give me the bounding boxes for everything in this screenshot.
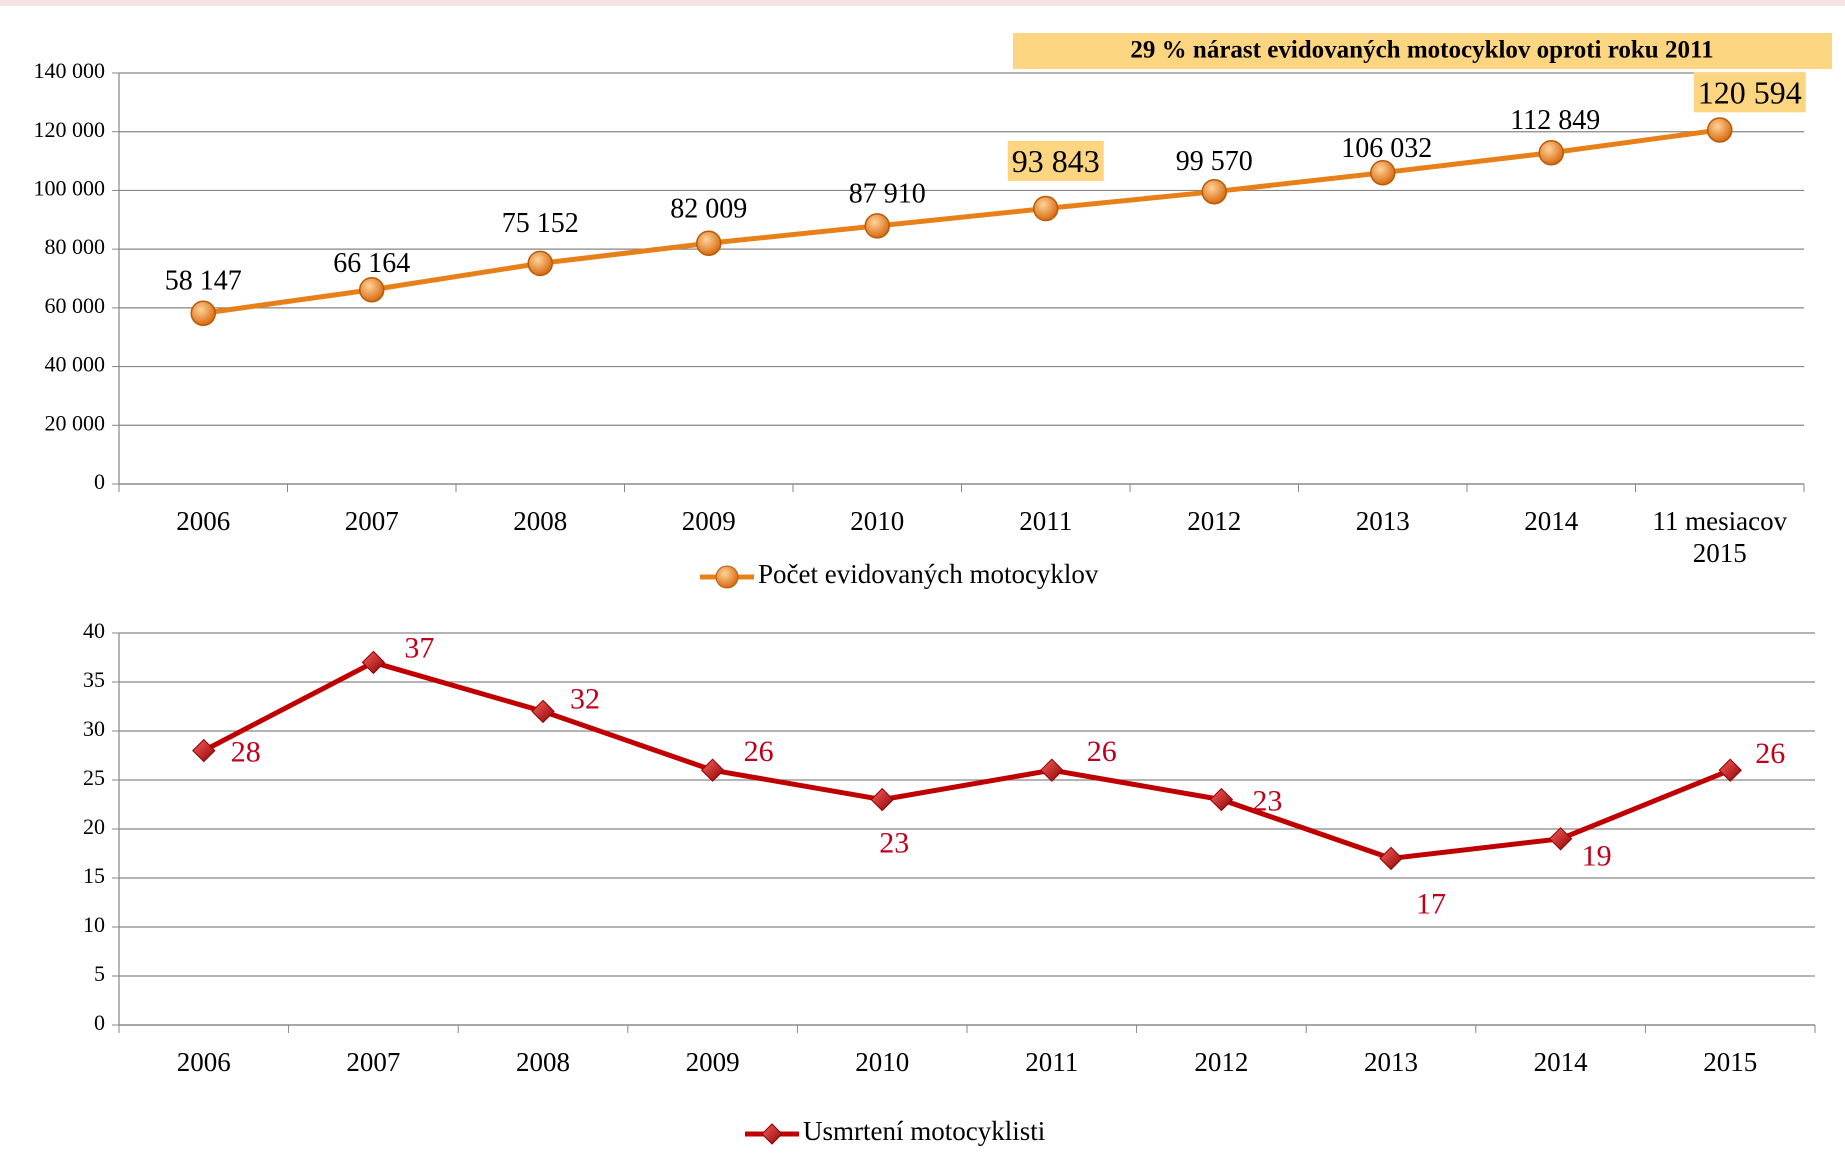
y-tick-label: 0 xyxy=(94,469,105,494)
x-tick-label: 11 mesiacov 2015 xyxy=(1652,506,1788,568)
marker xyxy=(700,758,725,782)
data-label: 17 xyxy=(1416,887,1446,920)
label-highlight xyxy=(1007,140,1104,181)
x-tick-label: 2010 xyxy=(855,1047,910,1077)
y-tick-label: 25 xyxy=(83,765,105,790)
line xyxy=(202,127,1721,316)
x-tick-label: 2011 xyxy=(1019,506,1073,536)
marker xyxy=(870,787,894,812)
marker xyxy=(1370,159,1396,186)
data-label: 82 009 xyxy=(670,194,747,225)
marker xyxy=(361,650,386,675)
y-tick-label: 5 xyxy=(94,961,105,986)
x-tick-label: 2014 xyxy=(1524,506,1579,536)
y-tick-label: 60 000 xyxy=(45,293,106,318)
marker xyxy=(1201,178,1227,205)
data-label: 26 xyxy=(1087,735,1117,768)
x-tick-label: 2014 xyxy=(1533,1047,1588,1077)
marker xyxy=(1379,846,1403,871)
marker xyxy=(359,277,385,303)
marker xyxy=(1209,787,1234,812)
marker xyxy=(1548,827,1573,851)
top-strip xyxy=(0,0,1845,6)
x-tick-label: 2009 xyxy=(681,506,736,536)
y-tick-label: 140 000 xyxy=(34,58,106,83)
data-label: 26 xyxy=(744,735,774,768)
marker xyxy=(1033,195,1059,222)
x-tick-label: 2011 xyxy=(1025,1047,1079,1077)
x-tick-label: 2007 xyxy=(346,1047,401,1077)
legend-label: Počet evidovaných motocyklov xyxy=(758,559,1099,589)
legend-marker xyxy=(761,1123,783,1145)
x-tick-label: 2012 xyxy=(1194,1047,1249,1077)
legend-marker xyxy=(715,565,739,589)
x-tick-label: 2006 xyxy=(176,1047,231,1077)
y-tick-label: 40 xyxy=(83,618,105,643)
data-label: 28 xyxy=(231,735,261,768)
marker xyxy=(190,300,216,327)
x-tick-label: 2008 xyxy=(513,506,568,536)
y-tick-label: 120 000 xyxy=(34,117,106,142)
data-label: 112 849 xyxy=(1510,105,1600,136)
y-tick-label: 0 xyxy=(94,1010,105,1035)
marker xyxy=(1538,139,1564,166)
data-label: 19 xyxy=(1582,840,1612,873)
data-label: 120 594 xyxy=(1698,74,1802,110)
data-label: 32 xyxy=(570,682,600,715)
marker xyxy=(192,738,216,763)
data-label: 99 570 xyxy=(1176,146,1253,177)
data-label: 58 147 xyxy=(165,266,242,297)
y-tick-label: 10 xyxy=(83,912,105,937)
x-tick-label: 2012 xyxy=(1187,506,1242,536)
marker xyxy=(1707,117,1733,143)
data-label: 23 xyxy=(879,826,909,859)
y-tick-label: 35 xyxy=(83,667,105,692)
data-label: 37 xyxy=(404,631,434,664)
y-tick-label: 40 000 xyxy=(45,352,106,377)
annotation-box xyxy=(1013,33,1832,69)
marker xyxy=(696,230,722,256)
marker xyxy=(527,250,553,277)
data-label: 87 910 xyxy=(849,178,926,209)
x-tick-label: 2010 xyxy=(850,506,905,536)
annotation: 29 % nárast evidovaných motocyklov oprot… xyxy=(1130,37,1713,64)
x-tick-label: 2008 xyxy=(515,1047,570,1077)
x-tick-label: 2015 xyxy=(1703,1047,1758,1077)
data-label: 26 xyxy=(1755,737,1785,770)
marker xyxy=(1040,758,1064,782)
data-label: 23 xyxy=(1252,784,1282,817)
label-highlight xyxy=(1693,72,1806,113)
data-label: 66 164 xyxy=(333,248,410,279)
y-tick-label: 80 000 xyxy=(45,234,106,259)
y-tick-label: 100 000 xyxy=(34,175,106,200)
x-tick-label: 2007 xyxy=(344,506,399,536)
y-tick-label: 20 xyxy=(83,814,105,839)
marker xyxy=(1718,758,1742,782)
y-tick-label: 15 xyxy=(83,863,105,888)
x-tick-label: 2013 xyxy=(1355,506,1410,536)
data-label: 75 152 xyxy=(502,208,579,239)
x-tick-label: 2013 xyxy=(1363,1047,1418,1077)
y-tick-label: 30 xyxy=(83,716,105,741)
x-tick-label: 2009 xyxy=(685,1047,740,1077)
x-tick-label: 2006 xyxy=(176,506,231,536)
data-label: 93 843 xyxy=(1012,143,1100,179)
line xyxy=(202,659,1732,861)
marker xyxy=(864,213,890,239)
legend-label: Usmrtení motocyklisti xyxy=(803,1116,1045,1146)
y-tick-label: 20 000 xyxy=(45,410,106,435)
marker xyxy=(531,699,555,724)
data-label: 106 032 xyxy=(1341,133,1432,164)
